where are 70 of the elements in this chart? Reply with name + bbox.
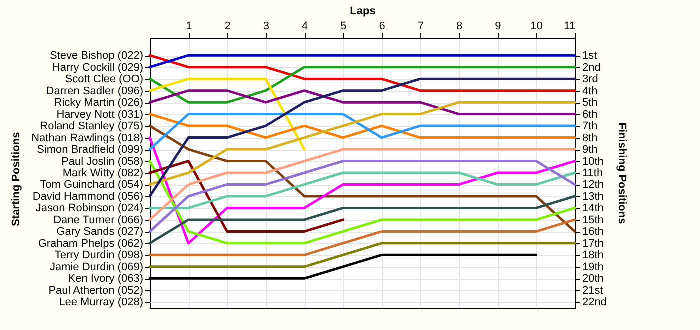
x-tick-label: 9 [495, 20, 502, 32]
y-tick-label: 17th [582, 238, 604, 250]
line-series [148, 195, 576, 245]
text: Starting Positions [10, 132, 23, 226]
line-series [148, 54, 576, 92]
x-tick-label: 7 [418, 20, 424, 32]
line-series [148, 101, 576, 186]
y-tick-label: 10th [582, 156, 604, 168]
x-tick-label: 2 [224, 20, 231, 32]
category-label: David Hammond (056) [32, 190, 144, 203]
category-label: Scott Clee (OO) [65, 74, 144, 86]
y-tick-label: 7th [582, 120, 598, 133]
line-series [148, 172, 576, 210]
x-tick-label: 11 [564, 20, 576, 32]
y-tick-label: 12th [582, 179, 604, 192]
y-tick-label: 6th [582, 108, 598, 121]
x-tick-label: 1 [186, 20, 192, 32]
x-tick-label: 4 [302, 20, 308, 32]
y-tick-label: 9th [582, 144, 598, 156]
category-label: Roland Stanley (075) [40, 120, 144, 133]
category-label: Terry Durdin (098) [54, 250, 144, 262]
category-label: Tom Guinchard (054) [40, 179, 144, 192]
category-label: Steve Bishop (022) [50, 50, 144, 62]
y-tick-label: 20th [582, 273, 604, 286]
category-label: Gary Sands (027) [56, 226, 144, 238]
category-label: Paul Joslin (058) [62, 156, 144, 168]
y-tick-label: 19th [582, 261, 604, 274]
x-tick-label: 3 [263, 20, 270, 32]
line-series [148, 113, 576, 151]
line-series [148, 148, 576, 222]
y-tick-label: 18th [582, 250, 604, 262]
category-label: Harvey Nott (031) [56, 108, 144, 121]
category-label: Nathan Rawlings (018) [32, 132, 144, 144]
line-series [148, 78, 576, 198]
x-tick-label: 8 [456, 20, 463, 32]
line-series [148, 136, 576, 245]
y-tick-label: 11th [582, 168, 604, 180]
x-tick-label: 10 [530, 20, 543, 32]
category-label: Jamie Durdin (069) [50, 261, 144, 274]
y-tick-label: 4th [582, 85, 598, 98]
category-label: Mark Witty (082) [62, 168, 144, 180]
y-tick-label: 16th [582, 226, 604, 238]
y-tick-label: 5th [582, 97, 598, 110]
y-tick-label: 3rd [582, 74, 598, 86]
y-tick-label: 1st [582, 50, 598, 62]
category-label: Darren Sadler (096) [46, 85, 144, 98]
line-series [148, 160, 344, 233]
category-label: Lee Murray (028) [59, 296, 144, 309]
y-tick-label: 8th [582, 132, 598, 144]
category-label: Simon Bradfield (099) [37, 144, 144, 156]
category-label: Harry Cockill (029) [52, 62, 144, 74]
category-label: Jason Robinson (024) [36, 202, 144, 215]
category-label: Ricky Martin (026) [54, 97, 144, 110]
category-label: Paul Atherton (052) [48, 284, 144, 297]
category-label: Graham Phelps (062) [38, 238, 144, 250]
y-tick-label: 15th [582, 214, 604, 226]
x-tick-label: 5 [340, 20, 347, 32]
category-label: Ken Ivory (063) [68, 273, 144, 286]
y-tick-label: 21st [582, 284, 604, 297]
y-axis-title: Finishing Positions [616, 122, 628, 224]
y-tick-label: 13th [582, 190, 604, 203]
y-tick-label: 2nd [582, 62, 601, 74]
y-tick-label: 14th [582, 202, 604, 215]
line-series [148, 66, 576, 104]
x-axis-title: Laps [350, 6, 376, 18]
line-series [148, 218, 576, 256]
x-tick-label: 6 [379, 20, 386, 32]
category-label: Dane Turner (066) [54, 214, 144, 226]
y-tick-label: 22nd [582, 296, 607, 309]
line-series [148, 124, 576, 233]
